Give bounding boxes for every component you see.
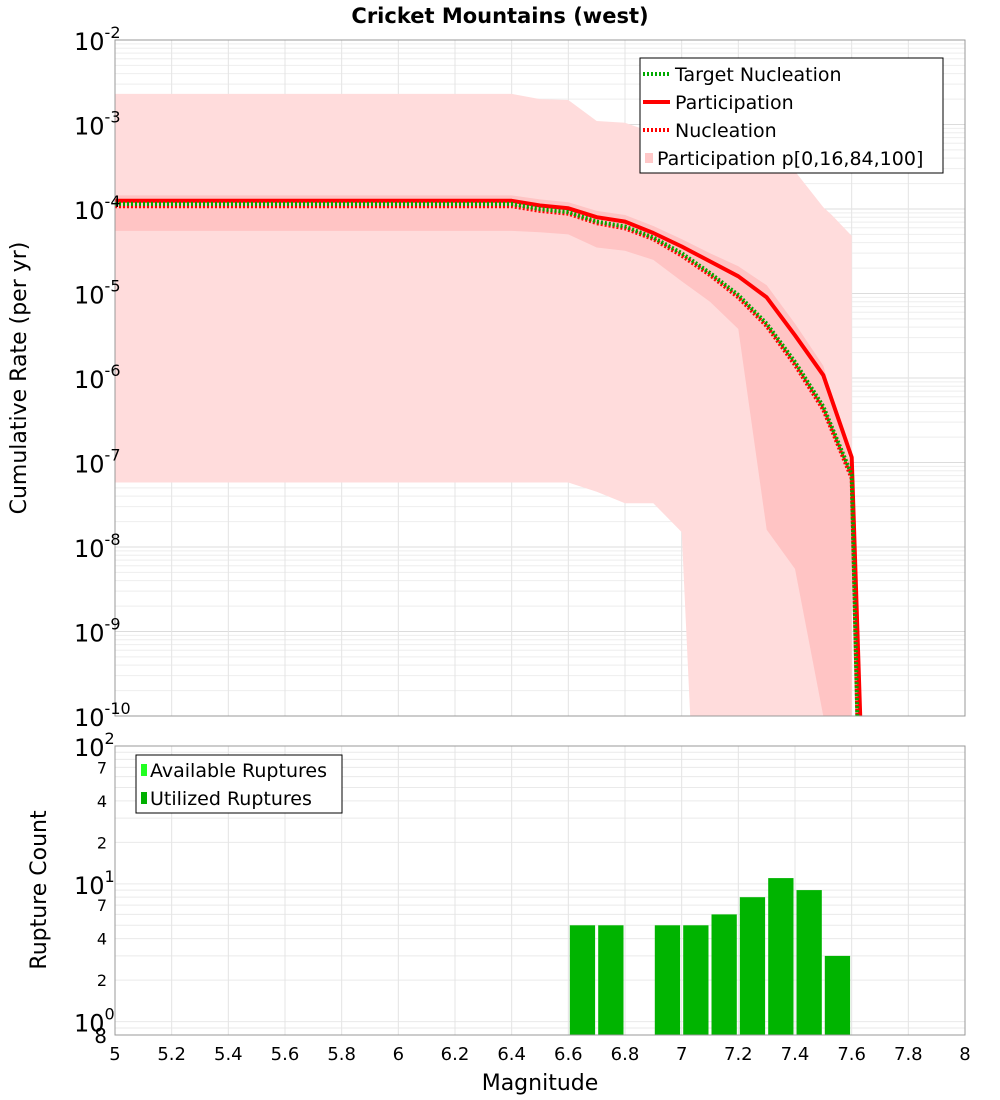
legend-swatch: [645, 153, 653, 163]
rupture-count-bar: [569, 925, 596, 1035]
y-tick-label: 10-7: [74, 446, 121, 479]
y-tick-exponent: 2: [105, 729, 115, 748]
y-tick-exponent: -2: [105, 23, 121, 42]
y-tick-base: 10: [74, 282, 105, 310]
rupture-count-bar: [739, 897, 766, 1035]
y-tick-base: 10: [74, 1010, 105, 1038]
y-tick-base: 10: [74, 366, 105, 394]
y-tick-base: 10: [74, 704, 105, 732]
y-tick-label: 7: [97, 758, 107, 777]
rupture-count-bar: [711, 914, 737, 1035]
rate-plot-lines: [115, 198, 863, 717]
legend-swatch: [141, 792, 147, 804]
y-tick-exponent: -4: [105, 192, 121, 211]
legend-label: Utilized Ruptures: [150, 788, 312, 810]
count-plot-bars: [569, 878, 851, 1035]
x-tick-label: 6.8: [611, 1044, 640, 1065]
y-tick-base: 10: [74, 197, 105, 225]
series-line-1: [115, 198, 863, 717]
x-tick-label: 7.4: [781, 1044, 810, 1065]
rate-plot-frame: [114, 39, 966, 717]
legend-label: Participation: [675, 92, 794, 114]
y-tick-exponent: -10: [105, 699, 131, 718]
y-tick-base: 10: [74, 734, 105, 762]
y-tick-label: 10-6: [74, 361, 121, 394]
x-tick-label: 6.6: [554, 1044, 583, 1065]
x-tick-label: 6.4: [497, 1044, 526, 1065]
y-tick-label: 100: [74, 1005, 115, 1038]
y-tick-label: 10-4: [74, 192, 121, 225]
rupture-count-bar: [683, 925, 709, 1035]
count-plot-x-ticks: 5 5.2 5.4 5.6 5.8 6 6.2 6.4 6.6 6.8 7 7.2 7.4 7.6 7.8 8: [109, 1044, 970, 1065]
chart-title: Cricket Mountains (west): [351, 4, 648, 28]
y-tick-base: 10: [74, 113, 105, 141]
legend-label: Target Nucleation: [674, 64, 842, 86]
rupture-count-bar: [768, 878, 794, 1035]
rupture-count-bar: [654, 925, 681, 1035]
legend-box: [135, 754, 343, 814]
y-tick-exponent: -5: [105, 277, 121, 296]
x-tick-label: 8: [959, 1044, 970, 1065]
x-tick-label: 7: [676, 1044, 687, 1065]
y-tick-base: 10: [74, 28, 105, 56]
rate-plot-y-ticks: 10-210-310-410-510-610-710-810-910-10: [74, 23, 131, 732]
count-plot-legend: Available Ruptures Utilized Ruptures: [135, 754, 343, 814]
rate-plot-panel: 10-210-310-410-510-610-710-810-910-10 Cu…: [7, 23, 966, 732]
y-tick-label: 8: [94, 1024, 107, 1048]
x-tick-label: 5: [109, 1044, 120, 1065]
x-axis-label: Magnitude: [482, 1071, 599, 1096]
series-line-2: [115, 204, 860, 717]
y-tick-label: 10-5: [74, 277, 121, 310]
y-tick-label: 10-9: [74, 615, 121, 648]
y-tick-exponent: -8: [105, 530, 121, 549]
y-tick-label: 10-8: [74, 530, 121, 563]
legend-swatch: [141, 764, 147, 776]
y-tick-label: 102: [74, 729, 115, 762]
legend-label: Participation p[0,16,84,100]: [657, 148, 923, 170]
y-tick-base: 10: [74, 451, 105, 479]
x-tick-label: 5.6: [271, 1044, 300, 1065]
x-tick-label: 5.2: [157, 1044, 186, 1065]
y-tick-label: 10-3: [74, 108, 121, 141]
rupture-count-bar: [796, 890, 822, 1035]
legend-label: Available Ruptures: [150, 760, 327, 782]
y-tick-base: 10: [74, 535, 105, 563]
rupture-count-bar: [824, 955, 851, 1035]
count-y-axis-label: Rupture Count: [27, 810, 52, 970]
y-tick-label: 4: [97, 792, 107, 811]
y-tick-label: 2: [97, 833, 107, 852]
x-tick-label: 7.2: [724, 1044, 753, 1065]
legend-box: [639, 57, 944, 174]
y-tick-exponent: -7: [105, 446, 121, 465]
y-tick-label: 7: [97, 896, 107, 915]
y-tick-exponent: 0: [105, 1005, 115, 1024]
rate-y-axis-label: Cumulative Rate (per yr): [7, 242, 32, 515]
y-tick-exponent: 1: [105, 867, 115, 886]
y-tick-exponent: -9: [105, 615, 121, 634]
x-tick-label: 7.8: [894, 1044, 923, 1065]
y-tick-exponent: -6: [105, 361, 121, 380]
rate-plot-legend: Target Nucleation Participation Nucleation…: [639, 57, 944, 174]
y-tick-exponent: -3: [105, 108, 121, 127]
x-tick-label: 6.2: [441, 1044, 470, 1065]
rupture-count-bar: [598, 925, 624, 1035]
x-tick-label: 6: [393, 1044, 404, 1065]
legend-label: Nucleation: [675, 120, 777, 142]
y-tick-label: 4: [97, 930, 107, 949]
x-tick-label: 5.8: [327, 1044, 356, 1065]
x-tick-label: 7.6: [837, 1044, 866, 1065]
y-tick-base: 10: [74, 620, 105, 648]
y-tick-label: 2: [97, 971, 107, 990]
y-tick-label: 10-10: [74, 699, 131, 732]
y-tick-base: 10: [74, 872, 105, 900]
y-tick-label: 10-2: [74, 23, 121, 56]
x-tick-label: 5.4: [214, 1044, 243, 1065]
count-plot-frame: [114, 745, 966, 1036]
y-tick-label: 101: [74, 867, 115, 900]
